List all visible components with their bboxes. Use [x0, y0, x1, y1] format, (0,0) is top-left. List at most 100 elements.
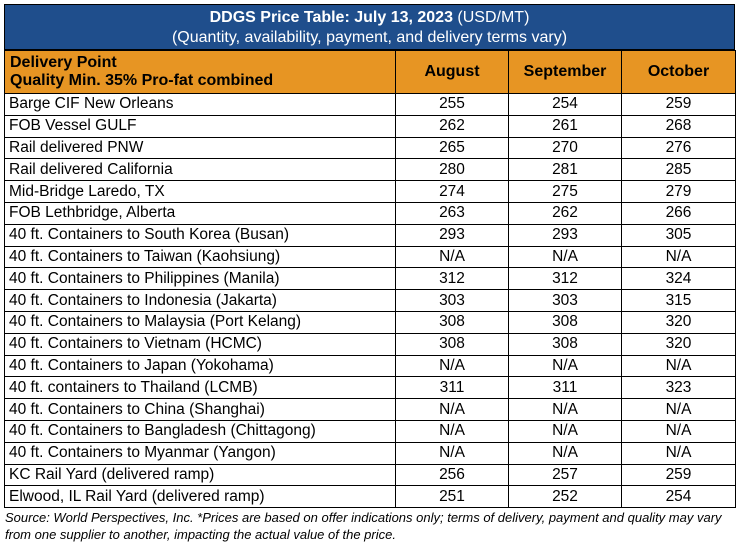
table-unit: (USD/MT)	[452, 9, 530, 26]
price-cell: 256	[395, 463, 509, 487]
price-cell: 308	[395, 332, 509, 356]
price-cell: 251	[395, 485, 509, 509]
price-cell: 259	[621, 463, 736, 487]
price-cell: 312	[508, 267, 622, 291]
price-cell: N/A	[508, 245, 622, 269]
price-cell: 270	[508, 136, 622, 160]
price-cell: 259	[621, 93, 736, 116]
table-subtitle: (Quantity, availability, payment, and de…	[171, 29, 568, 46]
table-row: FOB Lethbridge, Alberta 263 262 266	[4, 201, 736, 225]
price-cell: N/A	[395, 398, 509, 421]
delivery-point-cell: 40 ft. Containers to South Korea (Busan)	[4, 223, 396, 247]
price-cell: 320	[621, 332, 736, 356]
table-row: KC Rail Yard (delivered ramp) 256 257 259	[4, 463, 736, 487]
delivery-point-cell: Rail delivered PNW	[4, 136, 396, 160]
price-cell: 254	[621, 485, 736, 509]
price-cell: 252	[508, 485, 622, 509]
price-cell: 303	[395, 289, 509, 312]
delivery-point-cell: Rail delivered California	[4, 158, 396, 182]
price-cell: 308	[395, 310, 509, 334]
price-cell: 303	[508, 289, 622, 312]
table-row: Elwood, IL Rail Yard (delivered ramp) 251…	[4, 485, 736, 509]
table-row: Barge CIF New Orleans 255 254 259	[4, 93, 736, 116]
source-note: Source: World Perspectives, Inc. *Prices…	[5, 510, 722, 543]
price-table-container: DDGS Price Table: July 13, 2023 (USD/MT)…	[4, 4, 736, 543]
delivery-point-cell: 40 ft. Containers to Vietnam (HCMC)	[4, 332, 396, 356]
price-cell: 285	[621, 158, 736, 182]
delivery-point-cell: Mid-Bridge Laredo, TX	[4, 180, 396, 203]
table-row: Rail delivered PNW 265 270 276	[4, 136, 736, 160]
table-row: 40 ft. containers to Thailand (LCMB) 311 3…	[4, 376, 736, 400]
price-cell: 262	[508, 201, 622, 225]
price-table: Delivery Point Quality Min. 35% Pro-fat …	[4, 50, 736, 509]
table-row: 40 ft. Containers to Malaysia (Port Kela…	[4, 310, 736, 334]
table-row: 40 ft. Containers to Indonesia (Jakarta)…	[4, 289, 736, 312]
price-cell: 262	[395, 114, 509, 138]
price-cell: 311	[508, 376, 622, 400]
table-row: Mid-Bridge Laredo, TX 274 275 279	[4, 180, 736, 203]
price-cell: N/A	[395, 419, 509, 443]
price-cell: 308	[508, 310, 622, 334]
price-cell: 274	[395, 180, 509, 203]
month-header-october: October	[621, 50, 736, 94]
price-cell: 311	[395, 376, 509, 400]
price-cell: 275	[508, 180, 622, 203]
table-row: 40 ft. Containers to China (Shanghai) N/A…	[4, 398, 736, 421]
delivery-point-label: Delivery Point	[10, 54, 117, 71]
price-cell: 279	[621, 180, 736, 203]
table-row: 40 ft. Containers to Bangladesh (Chittag…	[4, 419, 736, 443]
delivery-point-cell: 40 ft. Containers to China (Shanghai)	[4, 398, 396, 421]
delivery-point-header: Delivery Point Quality Min. 35% Pro-fat …	[4, 50, 396, 94]
table-row: 40 ft. Containers to Myanmar (Yangon) N/A…	[4, 441, 736, 465]
delivery-point-cell: 40 ft. Containers to Indonesia (Jakarta)	[4, 289, 396, 312]
price-cell: N/A	[621, 354, 736, 378]
price-cell: 254	[508, 93, 622, 116]
price-cell: 261	[508, 114, 622, 138]
price-cell: 312	[395, 267, 509, 291]
price-cell: N/A	[395, 354, 509, 378]
price-cell: 255	[395, 93, 509, 116]
price-cell: N/A	[621, 245, 736, 269]
price-cell: 308	[508, 332, 622, 356]
price-cell: N/A	[508, 354, 622, 378]
price-cell: 276	[621, 136, 736, 160]
price-cell: N/A	[395, 441, 509, 465]
price-cell: 280	[395, 158, 509, 182]
month-header-august: August	[395, 50, 509, 94]
delivery-point-cell: 40 ft. Containers to Japan (Yokohama)	[4, 354, 396, 378]
header-row: Delivery Point Quality Min. 35% Pro-fat …	[4, 50, 736, 94]
price-cell: N/A	[508, 419, 622, 443]
delivery-point-cell: KC Rail Yard (delivered ramp)	[4, 463, 396, 487]
month-header-september: September	[508, 50, 622, 94]
quality-label: Quality Min. 35% Pro-fat combined	[10, 72, 274, 89]
delivery-point-cell: 40 ft. Containers to Philippines (Manila…	[4, 267, 396, 291]
price-cell: 305	[621, 223, 736, 247]
delivery-point-cell: 40 ft. Containers to Bangladesh (Chittag…	[4, 419, 396, 443]
price-cell: 324	[621, 267, 736, 291]
delivery-point-cell: 40 ft. Containers to Myanmar (Yangon)	[4, 441, 396, 465]
price-cell: N/A	[621, 398, 736, 421]
price-cell: 257	[508, 463, 622, 487]
price-cell: 265	[395, 136, 509, 160]
price-cell: 263	[395, 201, 509, 225]
table-row: 40 ft. Containers to Japan (Yokohama) N/A…	[4, 354, 736, 378]
delivery-point-cell: 40 ft. Containers to Malaysia (Port Kela…	[4, 310, 396, 334]
price-cell: N/A	[508, 398, 622, 421]
price-cell: N/A	[508, 441, 622, 465]
table-row: 40 ft. Containers to Taiwan (Kaohsiung) N…	[4, 245, 736, 269]
price-cell: 320	[621, 310, 736, 334]
price-cell: 315	[621, 289, 736, 312]
price-cell: 281	[508, 158, 622, 182]
table-row: 40 ft. Containers to South Korea (Busan)…	[4, 223, 736, 247]
price-cell: 268	[621, 114, 736, 138]
table-row: 40 ft. Containers to Vietnam (HCMC) 308 30…	[4, 332, 736, 356]
price-cell: 293	[395, 223, 509, 247]
delivery-point-cell: FOB Vessel GULF	[4, 114, 396, 138]
table-row: Rail delivered California 280 281 285	[4, 158, 736, 182]
price-cell: N/A	[395, 245, 509, 269]
delivery-point-cell: Elwood, IL Rail Yard (delivered ramp)	[4, 485, 396, 509]
price-cell: 293	[508, 223, 622, 247]
table-title: DDGS Price Table: July 13, 2023	[209, 9, 453, 26]
table-title-banner: DDGS Price Table: July 13, 2023 (USD/MT)…	[4, 4, 735, 50]
delivery-point-cell: 40 ft. containers to Thailand (LCMB)	[4, 376, 396, 400]
